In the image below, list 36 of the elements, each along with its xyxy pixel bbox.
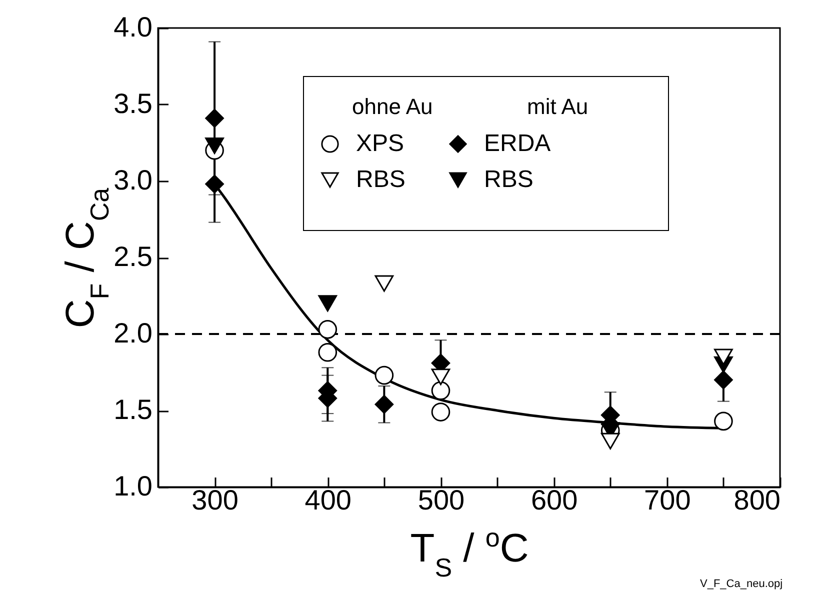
x-tick-label: 500 bbox=[418, 484, 465, 516]
legend-label: ERDA bbox=[484, 130, 551, 157]
y-tick-label: 3.0 bbox=[114, 164, 152, 196]
point bbox=[318, 320, 338, 339]
point bbox=[374, 366, 394, 385]
legend-label: RBS bbox=[356, 166, 406, 193]
x-tick-label: 400 bbox=[304, 484, 352, 516]
point bbox=[205, 138, 224, 154]
point bbox=[318, 342, 338, 362]
point bbox=[374, 275, 394, 292]
x-tick-label: 600 bbox=[530, 484, 578, 516]
point bbox=[318, 295, 338, 312]
y-tick-label: 3.5 bbox=[114, 88, 152, 119]
y-tick-label: 2.5 bbox=[114, 241, 152, 272]
point bbox=[205, 174, 224, 194]
point bbox=[431, 368, 450, 386]
x-tick-label: 700 bbox=[644, 484, 691, 516]
point bbox=[374, 394, 394, 414]
text: V_F_Ca_neu.opj bbox=[700, 578, 783, 590]
point bbox=[714, 412, 733, 431]
legend-label: XPS bbox=[356, 130, 404, 157]
point bbox=[714, 370, 733, 390]
x-tick-label: 300 bbox=[192, 484, 238, 516]
y-tick-label: 4.0 bbox=[114, 12, 152, 42]
x-axis-title: T$_{S}$ / $^{o}$C bbox=[410, 522, 529, 582]
point bbox=[205, 108, 224, 128]
annotation: mit Au bbox=[527, 94, 588, 120]
legend-label: RBS bbox=[484, 166, 534, 193]
annotation: ohne Au bbox=[352, 94, 433, 120]
point bbox=[431, 381, 450, 400]
y-tick-label: 2.0 bbox=[114, 318, 152, 348]
y-tick-label: 1.5 bbox=[114, 394, 152, 425]
y-tick-label: 1.0 bbox=[114, 470, 152, 502]
x-tick-label: 800 bbox=[734, 484, 780, 516]
point bbox=[431, 402, 450, 422]
point bbox=[600, 432, 620, 450]
